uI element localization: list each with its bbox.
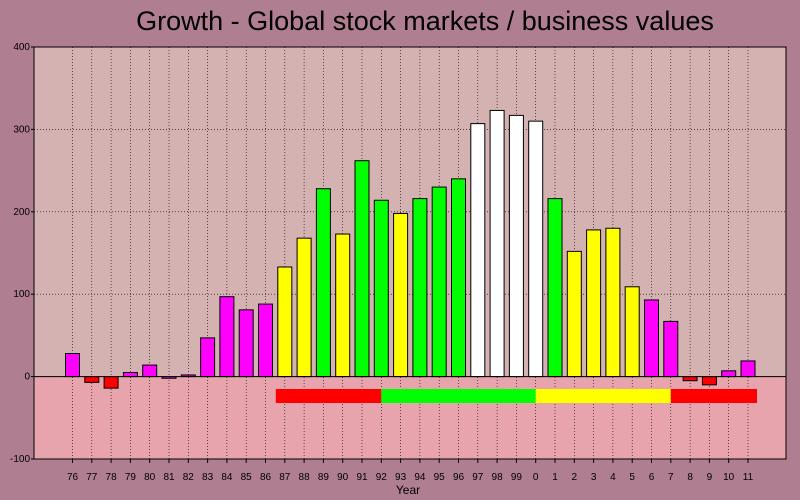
bar-84 bbox=[219, 296, 235, 378]
x-tick-label: 98 bbox=[492, 472, 504, 483]
x-tick-label: 9 bbox=[707, 472, 713, 483]
bar-95 bbox=[431, 186, 447, 378]
bar-90 bbox=[335, 233, 351, 378]
bar-83 bbox=[200, 337, 216, 378]
phase-band bbox=[381, 389, 536, 403]
bar-85 bbox=[238, 309, 254, 378]
bar-79 bbox=[122, 371, 138, 378]
x-tick-label: 2 bbox=[572, 472, 578, 483]
y-tick-label: 0 bbox=[24, 372, 30, 383]
x-tick-label: 81 bbox=[163, 472, 175, 483]
bar-0 bbox=[528, 120, 544, 378]
chart-title: Growth - Global stock markets / business… bbox=[136, 6, 714, 36]
bar-92 bbox=[373, 199, 389, 378]
bar-99 bbox=[508, 114, 524, 378]
bar-87 bbox=[277, 266, 293, 378]
x-tick-label: 86 bbox=[260, 472, 272, 483]
x-tick-label: 95 bbox=[434, 472, 446, 483]
x-tick-label: 85 bbox=[241, 472, 253, 483]
plot-area-negative bbox=[34, 376, 786, 459]
x-tick-label: 88 bbox=[299, 472, 311, 483]
x-tick-label: 4 bbox=[610, 472, 616, 483]
phase-band bbox=[670, 389, 757, 403]
x-tick-label: 11 bbox=[743, 472, 754, 483]
bar-6 bbox=[644, 299, 659, 378]
bar-3 bbox=[586, 229, 602, 378]
x-axis-ticks: 76 77 78 79 80 81 82 83 84 85 86 87 88 89 90 91 92 93 94 95… bbox=[67, 459, 754, 483]
bar-88 bbox=[296, 237, 312, 378]
plot-frame bbox=[33, 46, 787, 460]
y-axis-ticks: -100 0 100 200 300 400 bbox=[10, 42, 34, 465]
x-tick-label: 91 bbox=[356, 472, 368, 483]
bar-78 bbox=[103, 376, 119, 389]
bar-9 bbox=[701, 376, 717, 386]
bar-86 bbox=[258, 303, 273, 378]
x-tick-label: 7 bbox=[668, 472, 674, 483]
y-tick-label: 200 bbox=[13, 207, 30, 218]
bar-10 bbox=[721, 370, 737, 378]
x-tick-label: 87 bbox=[279, 472, 291, 483]
x-tick-label: 83 bbox=[202, 472, 214, 483]
phase-bands bbox=[275, 389, 757, 403]
bar-96 bbox=[451, 178, 466, 378]
x-tick-label: 94 bbox=[414, 472, 426, 483]
bar-5 bbox=[624, 286, 640, 378]
x-tick-label: 84 bbox=[221, 472, 233, 483]
bar-7 bbox=[663, 320, 679, 378]
x-tick-label: 5 bbox=[629, 472, 635, 483]
phase-band bbox=[535, 389, 671, 403]
x-tick-label: 79 bbox=[125, 472, 137, 483]
x-tick-label: 0 bbox=[533, 472, 539, 483]
bar-76 bbox=[65, 353, 80, 378]
y-tick-label: 300 bbox=[13, 124, 30, 135]
x-tick-label: 78 bbox=[106, 472, 118, 483]
plot-area-positive bbox=[34, 47, 786, 377]
bar-98 bbox=[489, 109, 505, 378]
bars bbox=[65, 109, 756, 389]
x-tick-label: 1 bbox=[552, 472, 558, 483]
bar-8 bbox=[682, 376, 698, 382]
x-tick-label: 77 bbox=[86, 472, 98, 483]
bar-80 bbox=[142, 364, 158, 378]
x-tick-label: 3 bbox=[591, 472, 597, 483]
x-tick-label: 92 bbox=[376, 472, 388, 483]
x-tick-label: 99 bbox=[511, 472, 523, 483]
y-tick-label: 400 bbox=[13, 42, 30, 53]
bar-89 bbox=[315, 188, 331, 378]
bar-93 bbox=[393, 212, 409, 378]
x-tick-label: 80 bbox=[144, 472, 156, 483]
bar-4 bbox=[605, 227, 621, 378]
x-tick-label: 8 bbox=[687, 472, 693, 483]
x-axis-label: Year bbox=[396, 483, 420, 497]
x-tick-label: 97 bbox=[472, 472, 484, 483]
x-tick-label: 90 bbox=[337, 472, 349, 483]
bar-97 bbox=[470, 123, 486, 378]
x-tick-label: 10 bbox=[723, 472, 735, 483]
x-tick-label: 82 bbox=[183, 472, 195, 483]
y-tick-label: -100 bbox=[10, 454, 30, 465]
phase-band bbox=[275, 389, 382, 403]
x-tick-label: 6 bbox=[649, 472, 655, 483]
bar-11 bbox=[740, 360, 756, 378]
y-tick-label: 100 bbox=[13, 289, 30, 300]
x-tick-label: 76 bbox=[67, 472, 79, 483]
bar-2 bbox=[566, 250, 582, 378]
bar-1 bbox=[547, 198, 563, 378]
x-tick-label: 96 bbox=[453, 472, 465, 483]
x-tick-label: 93 bbox=[395, 472, 407, 483]
bar-94 bbox=[412, 198, 428, 378]
bar-77 bbox=[84, 376, 100, 383]
x-tick-label: 89 bbox=[318, 472, 330, 483]
bar-91 bbox=[354, 160, 370, 378]
